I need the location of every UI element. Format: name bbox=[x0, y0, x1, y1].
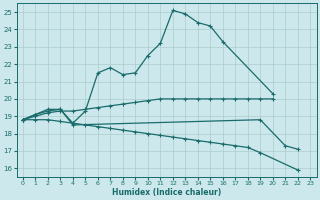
X-axis label: Humidex (Indice chaleur): Humidex (Indice chaleur) bbox=[112, 188, 221, 197]
